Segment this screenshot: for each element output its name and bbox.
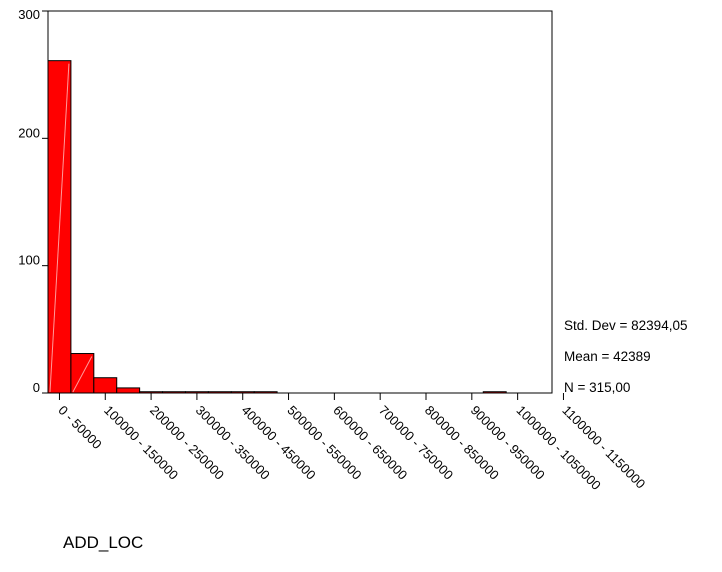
x-axis-label: ADD_LOC	[63, 533, 143, 552]
plot-frame	[47, 10, 553, 394]
y-tick-label-200: 200	[18, 125, 40, 140]
statistics-box: Std. Dev = 82394,05 Mean = 42389 N = 315,0…	[564, 318, 687, 395]
bar-shading-2	[72, 356, 93, 393]
x-tick-label-12: 1100000 - 1150000	[559, 403, 648, 492]
histogram-bars	[47, 60, 507, 394]
stat-line-3: N = 315,00	[564, 380, 630, 395]
stat-line-1: Std. Dev = 82394,05	[564, 318, 687, 333]
y-axis: 0 100 200 300	[18, 7, 48, 395]
x-tick-label-1: 0 - 50000	[55, 403, 104, 452]
stat-line-2: Mean = 42389	[564, 349, 651, 364]
bar-shading-1	[49, 63, 70, 393]
y-tick-label-0: 0	[33, 380, 40, 395]
histogram-bar-4	[116, 387, 141, 394]
y-tick-label-100: 100	[18, 253, 40, 268]
y-tick-label-300: 300	[18, 7, 40, 22]
histogram-bar-3	[93, 377, 118, 394]
x-tick-label-11: 1000000 - 1050000	[514, 403, 604, 493]
